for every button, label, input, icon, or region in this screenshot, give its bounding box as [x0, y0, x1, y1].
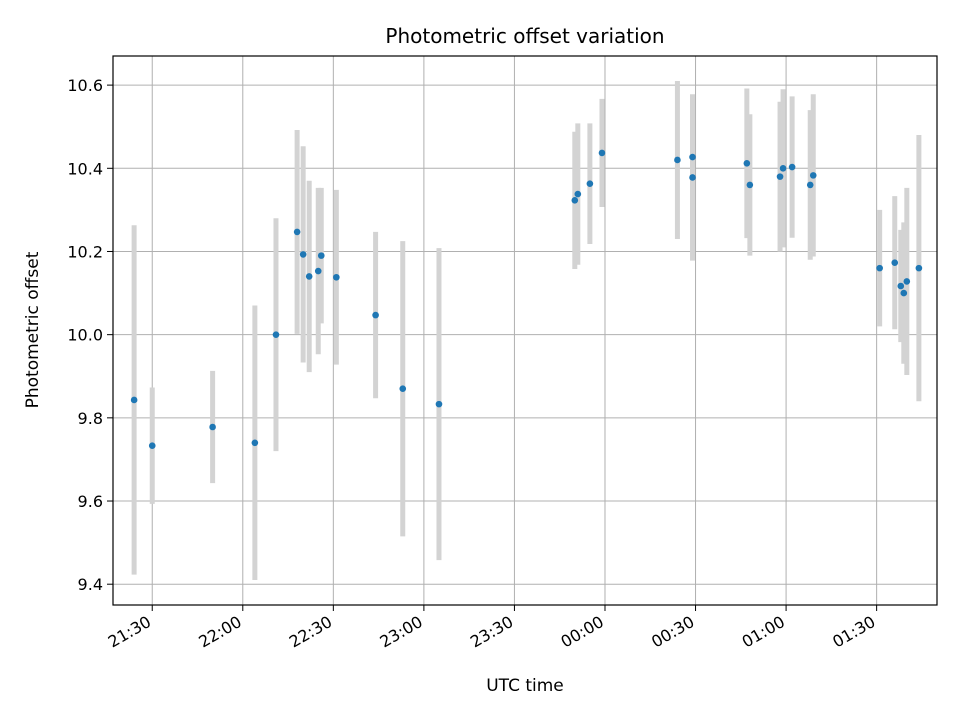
data-point [314, 267, 322, 275]
data-point [806, 181, 814, 189]
x-tick-label: 00:30 [648, 612, 697, 652]
data-point [788, 163, 796, 171]
y-tick-label: 9.4 [78, 575, 103, 594]
y-axis-ticks: 9.4 9.6 9.8 10.0 10.2 10.4 10.6 [67, 76, 113, 594]
data-point [293, 228, 301, 236]
y-tick-label: 10.0 [67, 326, 103, 345]
data-point [130, 396, 138, 404]
data-point [574, 190, 582, 198]
chart-title: Photometric offset variation [385, 24, 664, 48]
x-tick-label: 01:00 [739, 612, 788, 652]
data-point [743, 160, 751, 167]
x-tick-label: 22:30 [286, 612, 335, 652]
plot-frame [112, 55, 938, 606]
x-tick-label: 23:00 [376, 612, 425, 652]
x-axis-ticks: 21:30 22:00 22:30 23:00 23:30 00:00 00:30 01:00… [105, 605, 879, 652]
data-point [779, 164, 787, 172]
data-point [809, 172, 817, 179]
x-axis-title: UTC time [486, 676, 564, 696]
data-point [674, 156, 681, 164]
data-point [317, 252, 325, 259]
data-point [746, 181, 754, 189]
data-point [571, 197, 579, 204]
data-point [299, 251, 307, 258]
x-tick-label: 22:00 [195, 612, 244, 652]
data-point [372, 311, 379, 319]
x-tick-label: 23:30 [467, 612, 516, 652]
x-tick-label: 01:30 [829, 612, 878, 652]
data-point [148, 442, 156, 450]
data-point [900, 289, 908, 297]
data-point [251, 439, 259, 447]
data-point [598, 149, 606, 157]
data-point [333, 273, 340, 281]
data-point [897, 282, 905, 290]
y-tick-label: 9.6 [78, 492, 103, 511]
data-point [272, 331, 280, 338]
x-tick-label: 00:00 [558, 612, 607, 652]
data-point [689, 153, 696, 161]
y-tick-label: 9.8 [78, 409, 103, 428]
y-tick-label: 10.6 [67, 76, 103, 95]
data-point [305, 273, 313, 280]
error-bars [131, 80, 922, 581]
data-point [399, 385, 407, 393]
data-point [876, 264, 883, 272]
y-axis-title: Photometric offset [23, 251, 43, 408]
data-point [903, 278, 911, 285]
data-point [586, 180, 594, 187]
grid-lines [113, 56, 937, 605]
data-point [689, 174, 696, 181]
data-point [435, 400, 443, 408]
y-tick-label: 10.2 [67, 242, 103, 261]
y-tick-label: 10.4 [67, 159, 103, 178]
data-point [776, 173, 784, 180]
data-point [891, 259, 899, 267]
data-point [209, 423, 216, 431]
data-points [130, 149, 923, 450]
data-point [915, 264, 923, 272]
x-tick-label: 21:30 [105, 612, 154, 652]
